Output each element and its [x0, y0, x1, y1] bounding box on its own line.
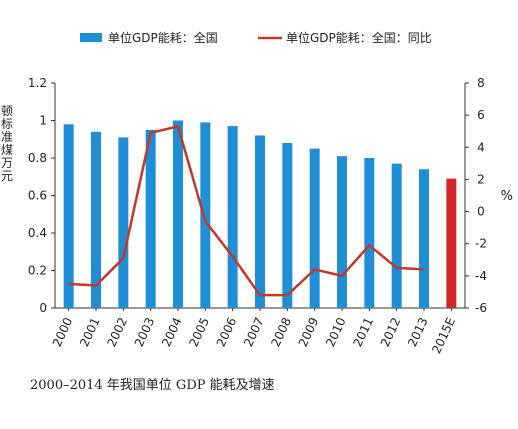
x-tick-label: 2002: [104, 315, 130, 349]
y-right-tick-label: -4: [475, 269, 487, 283]
bar: [173, 120, 183, 308]
bar: [145, 129, 156, 308]
chart-caption: 2000–2014 年我国单位 GDP 能耗及增速: [30, 378, 275, 393]
bar: [118, 137, 129, 308]
x-tick-label: 2003: [132, 315, 158, 349]
y-left-tick-label: 0.4: [28, 226, 47, 240]
x-tick-label: 2001: [77, 315, 103, 349]
x-tick-label: 2010: [323, 315, 349, 349]
yoy-line: [68, 125, 425, 297]
bar: [63, 124, 74, 308]
legend: 单位GDP能耗：全国 单位GDP能耗：全国：同比: [80, 30, 432, 45]
y-left-tick-label: 0.2: [28, 264, 47, 278]
legend-label-bar: 单位GDP能耗：全国: [108, 30, 218, 45]
y-left-tick-label: 0.6: [28, 189, 47, 203]
bar: [391, 163, 402, 308]
x-tick-label: 2000: [50, 315, 76, 349]
x-tick-label: 2006: [214, 315, 240, 349]
x-tick-label: 2007: [241, 315, 267, 349]
bar: [309, 148, 320, 308]
bar: [227, 126, 238, 308]
y-right-tick-label: 2: [477, 172, 485, 186]
legend-swatch-bar: [80, 33, 102, 42]
y-left-tick-label: 1: [39, 114, 47, 128]
y-left-tick-label: 0: [39, 301, 47, 315]
bar: [200, 122, 211, 308]
bar: [364, 158, 375, 308]
bar: [419, 169, 429, 308]
y-left-tick-label: 1.2: [28, 76, 47, 90]
y-right-tick-label: -6: [475, 301, 487, 315]
y-right-tick-label: 0: [477, 205, 485, 219]
line-series: [68, 125, 425, 297]
y-right-tick-label: 6: [477, 108, 485, 122]
bar: [337, 156, 347, 308]
y-left-axis-title: 顿标准煤万元: [1, 104, 13, 183]
x-tick-label: 2015E: [429, 315, 458, 355]
legend-label-line: 单位GDP能耗：全国：同比: [286, 30, 432, 45]
bar-series: [63, 120, 457, 308]
bar: [446, 178, 457, 308]
y-right-tick-label: 4: [477, 140, 485, 154]
x-tick-label: 2004: [159, 315, 185, 349]
bar: [282, 143, 293, 308]
y-right-tick-label: 8: [477, 76, 485, 90]
x-tick-label: 2009: [296, 315, 322, 349]
x-tick-label: 2008: [268, 315, 294, 349]
x-tick-label: 2013: [405, 315, 431, 349]
y-right-tick-label: -2: [475, 237, 487, 251]
y-right-axis-title: %: [501, 189, 513, 204]
x-tick-label: 2011: [350, 315, 376, 349]
bar: [255, 135, 265, 308]
chart: 单位GDP能耗：全国 单位GDP能耗：全国：同比 0 0.2 0.4 0.6 0.8 1 1.…: [1, 30, 513, 356]
y-left-tick-label: 0.8: [28, 151, 47, 165]
x-tick-label: 2012: [378, 315, 404, 349]
bar: [91, 131, 101, 308]
x-tick-label: 2005: [186, 315, 212, 349]
